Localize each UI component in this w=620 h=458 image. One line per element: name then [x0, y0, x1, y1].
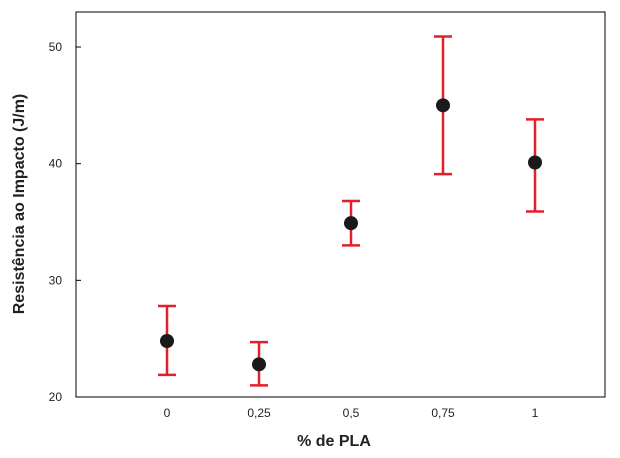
- x-tick-label: 0: [164, 406, 171, 420]
- x-axis: 0 0,25 0,5 0,75 1: [164, 406, 539, 420]
- y-tick-label: 50: [49, 40, 63, 54]
- data-point: [252, 357, 266, 372]
- data-point: [528, 155, 542, 170]
- x-tick-label: 0,75: [431, 406, 455, 420]
- x-tick-label: 0,25: [247, 406, 271, 420]
- x-tick-label: 1: [532, 406, 539, 420]
- y-axis: 20 30 40 50: [49, 40, 81, 404]
- y-tick-label: 20: [49, 390, 63, 404]
- y-tick-label: 40: [49, 157, 63, 171]
- data-point: [344, 216, 358, 231]
- data-point: [160, 334, 174, 348]
- x-tick-label: 0,5: [343, 406, 360, 420]
- plot-area-frame: [75, 11, 606, 398]
- data-point: [436, 98, 450, 113]
- x-axis-title: % de PLA: [297, 433, 371, 450]
- data-series: [158, 35, 544, 387]
- y-axis-title: Resistência ao Impacto (J/m): [11, 94, 28, 315]
- y-tick-label: 30: [49, 273, 63, 287]
